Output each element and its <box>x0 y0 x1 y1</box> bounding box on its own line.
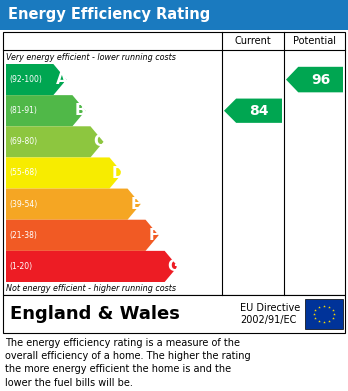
Bar <box>3 295 345 333</box>
Text: Potential: Potential <box>293 36 336 46</box>
Polygon shape <box>6 126 103 158</box>
Text: 96: 96 <box>311 73 330 86</box>
Polygon shape <box>6 158 122 188</box>
Text: D: D <box>112 165 124 181</box>
Text: (55-68): (55-68) <box>9 169 37 178</box>
Text: (92-100): (92-100) <box>9 75 42 84</box>
Polygon shape <box>6 95 86 126</box>
Text: (81-91): (81-91) <box>9 106 37 115</box>
Text: F: F <box>149 228 159 243</box>
Text: (39-54): (39-54) <box>9 200 37 209</box>
Text: Energy Efficiency Rating: Energy Efficiency Rating <box>8 7 210 23</box>
Text: The energy efficiency rating is a measure of the
overall efficiency of a home. T: The energy efficiency rating is a measur… <box>5 338 251 387</box>
Text: Very energy efficient - lower running costs: Very energy efficient - lower running co… <box>6 52 176 61</box>
Polygon shape <box>6 251 178 282</box>
Text: 84: 84 <box>249 104 269 118</box>
Bar <box>305 299 343 329</box>
Text: A: A <box>56 72 68 87</box>
Bar <box>3 32 345 295</box>
Polygon shape <box>6 64 66 95</box>
Text: EU Directive
2002/91/EC: EU Directive 2002/91/EC <box>240 303 300 325</box>
Text: E: E <box>131 197 141 212</box>
Text: C: C <box>93 135 104 149</box>
Text: Not energy efficient - higher running costs: Not energy efficient - higher running co… <box>6 284 176 293</box>
Bar <box>0 0 348 30</box>
Text: B: B <box>75 103 87 118</box>
Text: G: G <box>167 259 179 274</box>
Text: (21-38): (21-38) <box>9 231 37 240</box>
Polygon shape <box>6 220 159 251</box>
Polygon shape <box>286 67 343 92</box>
Text: England & Wales: England & Wales <box>10 305 180 323</box>
Text: Current: Current <box>235 36 271 46</box>
Polygon shape <box>224 99 282 123</box>
Polygon shape <box>6 188 141 220</box>
Text: (69-80): (69-80) <box>9 137 37 146</box>
Text: (1-20): (1-20) <box>9 262 32 271</box>
